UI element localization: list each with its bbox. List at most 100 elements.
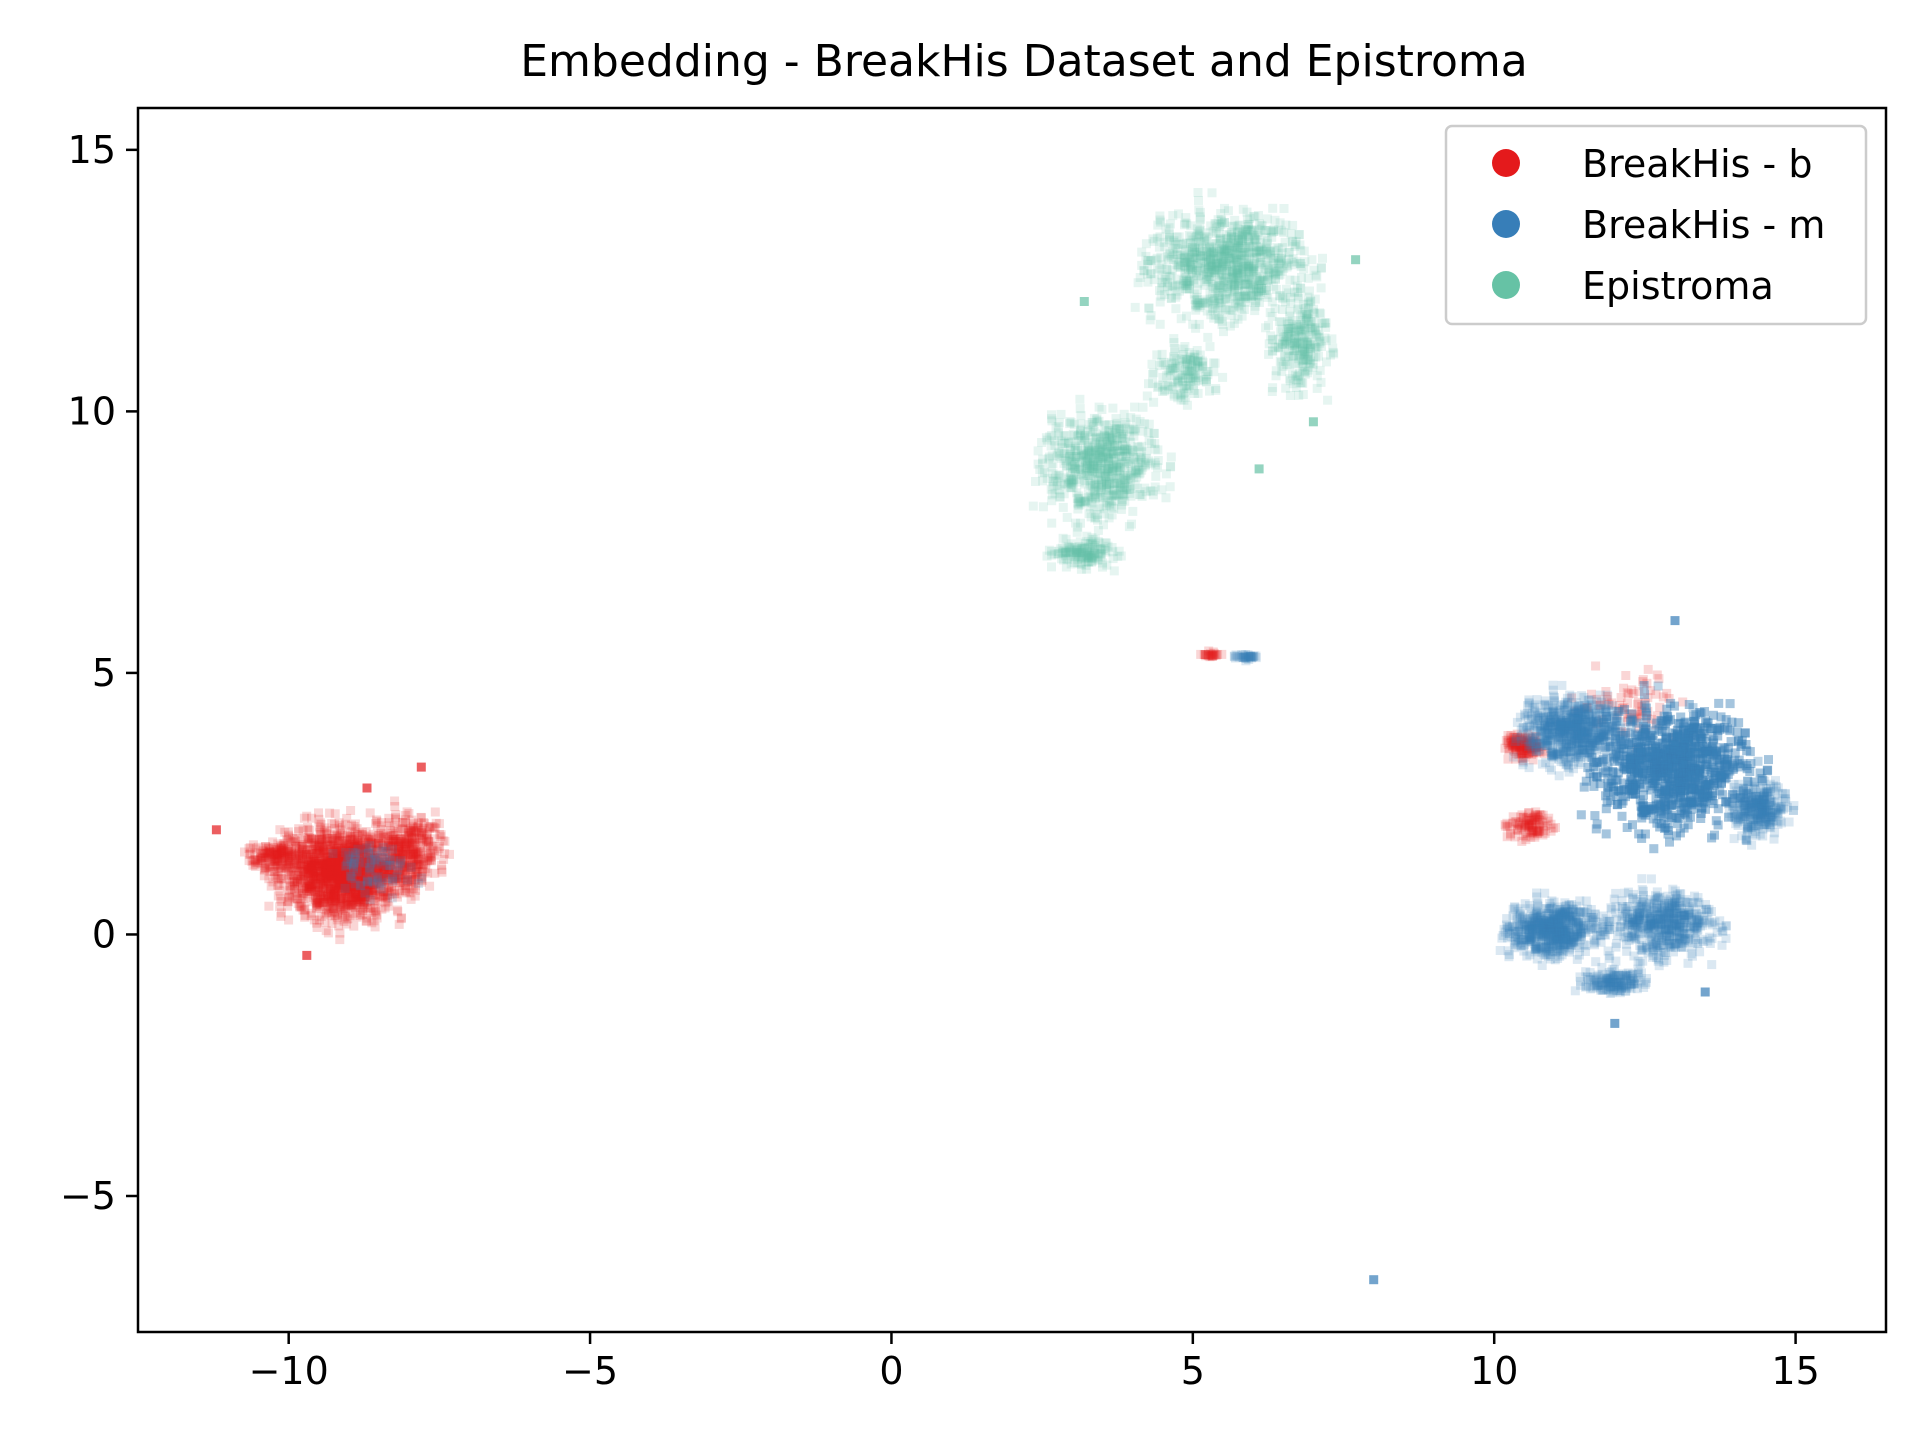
data-point	[250, 848, 260, 858]
data-point	[340, 843, 350, 853]
data-point	[394, 866, 404, 875]
data-point	[284, 860, 294, 870]
data-point	[1637, 806, 1647, 816]
data-point	[407, 875, 416, 885]
data-point	[1713, 731, 1723, 741]
data-point	[247, 856, 257, 866]
data-point	[1520, 822, 1530, 832]
data-point	[1714, 724, 1724, 734]
data-point	[1638, 722, 1648, 732]
data-point	[1739, 797, 1749, 807]
data-point	[1739, 797, 1749, 807]
data-point	[352, 865, 362, 875]
data-point	[1646, 686, 1656, 696]
data-point	[1742, 746, 1752, 756]
data-point	[1640, 700, 1650, 710]
data-point	[393, 860, 403, 870]
data-point	[351, 852, 361, 862]
data-point	[357, 873, 367, 883]
data-point	[1702, 722, 1712, 732]
data-point	[422, 846, 432, 856]
data-point	[383, 890, 393, 900]
data-point	[1702, 746, 1712, 756]
data-point	[320, 851, 330, 861]
data-point	[1669, 701, 1679, 711]
data-point	[392, 872, 402, 882]
data-point	[315, 867, 325, 877]
data-point	[334, 881, 344, 891]
data-point	[322, 873, 331, 883]
data-point	[1710, 774, 1720, 783]
data-point	[1700, 785, 1710, 795]
data-point	[1636, 748, 1646, 758]
data-point	[343, 852, 353, 861]
data-point	[1523, 737, 1533, 747]
data-point	[394, 856, 404, 865]
data-point	[1691, 710, 1701, 720]
data-point	[383, 887, 393, 896]
data-point	[322, 836, 332, 846]
data-point	[374, 833, 384, 843]
data-point	[1717, 790, 1727, 800]
data-point	[1646, 765, 1656, 775]
data-point	[387, 829, 397, 839]
data-point	[382, 857, 391, 867]
data-point	[1618, 762, 1628, 772]
data-point	[277, 896, 287, 906]
data-point	[287, 852, 297, 862]
data-point	[340, 844, 350, 854]
data-point	[364, 835, 374, 845]
data-point	[1535, 826, 1545, 836]
data-point	[316, 857, 326, 867]
data-point	[1723, 759, 1733, 769]
data-point	[334, 856, 344, 866]
data-point	[324, 884, 334, 894]
data-point	[1692, 778, 1702, 788]
data-point	[1706, 724, 1715, 733]
data-point	[1689, 732, 1699, 742]
data-point	[1609, 752, 1619, 762]
data-point	[1576, 810, 1586, 820]
data-point	[438, 836, 448, 846]
data-point	[366, 865, 376, 875]
data-point	[321, 865, 331, 874]
data-point	[1546, 826, 1556, 836]
data-point	[1701, 747, 1711, 756]
data-point	[304, 877, 314, 887]
data-point	[349, 866, 359, 876]
data-point	[1728, 764, 1738, 774]
data-point	[338, 862, 348, 872]
data-point	[1666, 768, 1676, 778]
data-point	[344, 859, 353, 869]
data-point	[1724, 799, 1734, 809]
data-point	[350, 888, 360, 898]
data-point	[1609, 756, 1619, 766]
data-point	[1583, 763, 1593, 773]
data-point	[290, 854, 300, 864]
data-point	[1687, 722, 1697, 732]
data-point	[296, 876, 306, 886]
data-point	[322, 828, 332, 838]
data-point	[341, 892, 351, 902]
data-point	[305, 879, 315, 889]
data-point	[373, 863, 383, 873]
data-point	[330, 867, 339, 877]
data-point	[346, 877, 356, 887]
data-point	[332, 857, 342, 867]
data-point	[1667, 753, 1677, 763]
data-point	[283, 901, 293, 911]
data-point	[1689, 716, 1699, 726]
series-breakhis-m	[328, 616, 1799, 1285]
data-point	[1664, 715, 1674, 725]
data-point	[351, 853, 361, 863]
data-point	[1687, 724, 1697, 733]
data-point	[390, 867, 400, 877]
data-point	[1665, 745, 1675, 755]
data-point	[398, 817, 407, 827]
data-point	[1519, 745, 1529, 755]
data-point	[1624, 709, 1634, 719]
data-point	[342, 846, 352, 856]
data-point	[1665, 837, 1674, 847]
data-point	[369, 855, 379, 865]
data-point	[291, 842, 301, 852]
